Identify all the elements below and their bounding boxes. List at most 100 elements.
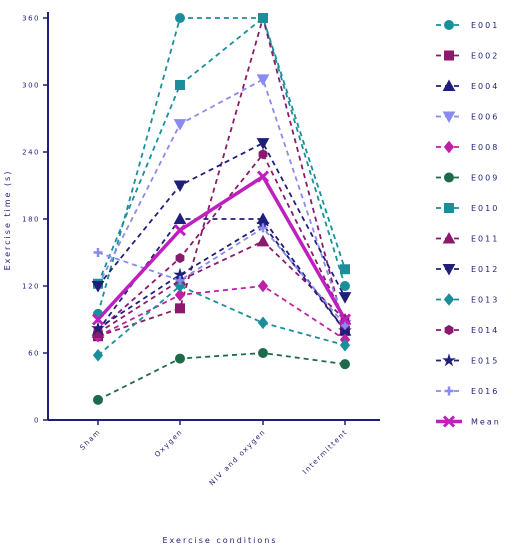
legend-label: E006 bbox=[471, 113, 499, 122]
legend-marker bbox=[443, 140, 455, 154]
legend-item: E010 bbox=[436, 203, 499, 213]
series-line-e004 bbox=[97, 218, 346, 332]
data-point-e011 bbox=[256, 234, 270, 247]
y-axis-title: Exercise time (s) bbox=[3, 170, 12, 271]
data-point-mean bbox=[91, 313, 105, 326]
legend-label: E010 bbox=[471, 204, 499, 213]
legend-marker bbox=[444, 386, 454, 396]
legend-item: E015 bbox=[436, 353, 499, 367]
chart-axes: 0 60 120 180 240 300 360 Sham Oxygen NIV and oxyg… bbox=[22, 12, 380, 487]
series-line-e001 bbox=[97, 17, 346, 315]
series-line-e011 bbox=[97, 240, 346, 334]
series-line-e010 bbox=[97, 16, 346, 285]
data-point-e013 bbox=[257, 316, 269, 330]
series-line-e008 bbox=[97, 285, 346, 341]
legend-item: E006 bbox=[436, 111, 499, 124]
data-point-e001 bbox=[175, 13, 185, 23]
data-point-e010 bbox=[258, 13, 268, 23]
data-point-e006 bbox=[173, 119, 187, 131]
x-axis-title: Exercise conditions bbox=[163, 536, 278, 545]
series-line-e006 bbox=[97, 78, 346, 326]
y-tick-label: 60 bbox=[28, 350, 40, 358]
legend-marker bbox=[442, 415, 456, 428]
data-point-e012 bbox=[338, 292, 352, 304]
data-point-e016 bbox=[93, 248, 103, 257]
data-point-e004 bbox=[173, 212, 187, 224]
y-tick-label: 120 bbox=[22, 283, 40, 291]
legend-label: E004 bbox=[471, 82, 499, 91]
data-point-e009 bbox=[175, 353, 185, 364]
data-point-e006 bbox=[256, 74, 270, 86]
legend-marker bbox=[444, 50, 454, 61]
legend-label: E011 bbox=[471, 235, 499, 244]
series-line-e013 bbox=[97, 284, 346, 356]
legend-item: E013 bbox=[436, 293, 499, 306]
legend-label: E016 bbox=[471, 387, 499, 396]
data-point-mean bbox=[173, 224, 187, 237]
data-point-e012 bbox=[256, 138, 270, 150]
legend-item: E011 bbox=[436, 231, 499, 244]
y-tick-label: 240 bbox=[22, 149, 40, 157]
data-point-e009 bbox=[93, 394, 103, 405]
data-point-e009 bbox=[340, 359, 350, 370]
legend-item: E004 bbox=[436, 79, 499, 91]
data-point-e002 bbox=[175, 303, 185, 314]
legend-item: E012 bbox=[436, 264, 499, 276]
series-line-e012 bbox=[97, 141, 346, 298]
data-point-e014 bbox=[175, 253, 185, 264]
legend-marker bbox=[442, 353, 456, 367]
data-point-e015 bbox=[91, 321, 105, 335]
x-tick-label: Sham bbox=[78, 428, 102, 452]
legend-item: E016 bbox=[436, 386, 499, 396]
chart-markers bbox=[91, 13, 352, 405]
legend-item: E001 bbox=[436, 20, 499, 30]
legend-label: E015 bbox=[471, 357, 499, 366]
data-point-e016 bbox=[340, 320, 350, 330]
y-tick-label: 0 bbox=[34, 417, 40, 425]
data-point-e013 bbox=[174, 279, 186, 293]
legend-marker bbox=[442, 79, 456, 91]
series-line-mean bbox=[96, 174, 347, 321]
data-point-e008 bbox=[257, 279, 269, 293]
data-point-e010 bbox=[175, 80, 185, 90]
data-point-e015 bbox=[338, 323, 352, 337]
series-line-e016 bbox=[97, 226, 346, 326]
y-tick-label: 180 bbox=[22, 216, 40, 224]
series-line-e002 bbox=[97, 14, 346, 338]
data-point-e013 bbox=[92, 348, 104, 362]
series-line-e015 bbox=[97, 223, 346, 332]
legend-item: E014 bbox=[436, 324, 499, 336]
x-tick-label: Oxygen bbox=[153, 428, 184, 459]
legend-label: E009 bbox=[471, 174, 499, 183]
legend-item: E002 bbox=[436, 50, 499, 61]
data-point-e008 bbox=[174, 288, 186, 302]
chart-legend: E001 E002 E004 E006 E008 E009 E010 E011 E012 E013… bbox=[436, 20, 499, 428]
legend-marker bbox=[442, 231, 456, 244]
legend-item: E009 bbox=[436, 172, 499, 183]
legend-marker bbox=[444, 203, 454, 213]
legend-marker bbox=[443, 293, 455, 306]
legend-label: E002 bbox=[471, 52, 499, 61]
data-point-e010 bbox=[340, 264, 350, 275]
legend-label: E014 bbox=[471, 326, 499, 335]
data-point-e013 bbox=[339, 338, 351, 352]
data-point-e012 bbox=[173, 180, 187, 193]
data-point-e001 bbox=[340, 281, 350, 291]
legend-item: Mean bbox=[436, 415, 499, 428]
legend-marker bbox=[442, 264, 456, 276]
series-line-e009 bbox=[97, 352, 346, 401]
y-tick-label: 300 bbox=[22, 82, 40, 90]
legend-label: E008 bbox=[471, 143, 499, 152]
data-point-e014 bbox=[258, 149, 268, 160]
legend-marker bbox=[444, 20, 454, 30]
legend-label: E012 bbox=[471, 265, 499, 274]
legend-marker bbox=[442, 111, 456, 124]
legend-label: E013 bbox=[471, 296, 499, 305]
x-tick-label: Intermittent bbox=[301, 428, 349, 476]
data-point-e016 bbox=[175, 275, 185, 285]
data-point-mean bbox=[256, 170, 270, 183]
data-point-e016 bbox=[258, 223, 268, 233]
legend-label: E001 bbox=[471, 21, 499, 30]
x-tick-label: NIV and oxygen bbox=[208, 428, 268, 488]
